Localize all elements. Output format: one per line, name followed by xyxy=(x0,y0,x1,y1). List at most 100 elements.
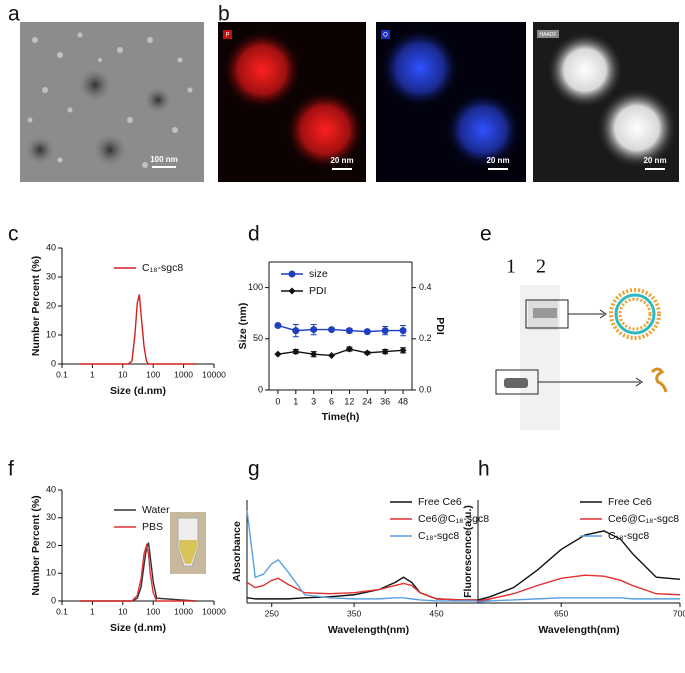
y2-tick-label: 0.0 xyxy=(419,384,432,394)
legend-label: Free Ce6 xyxy=(608,496,652,508)
y-axis-label: Size (nm) xyxy=(237,303,249,350)
y-tick-label: 50 xyxy=(253,333,263,343)
y-tick-label: 20 xyxy=(46,540,56,550)
legend-label: PDI xyxy=(309,285,327,297)
y-tick-label: 40 xyxy=(46,242,56,252)
micrograph-haadf: HAADF 20 nm xyxy=(533,22,679,182)
marker xyxy=(345,327,353,335)
lane-label: 1 xyxy=(506,256,516,278)
scale-bar-label: 100 nm xyxy=(150,155,178,164)
marker xyxy=(381,348,389,356)
series-line xyxy=(477,597,680,603)
x-tick-label: 24 xyxy=(362,396,372,406)
marker xyxy=(345,345,353,353)
x-tick-label: 100 xyxy=(146,369,160,379)
legend-label: Ce6@C₁₈-sgc8 xyxy=(418,513,489,525)
legend-label: C₁₈-sgc8 xyxy=(142,262,183,274)
y-tick-label: 30 xyxy=(46,271,56,281)
x-tick-label: 0 xyxy=(275,396,280,406)
x-axis-label: Wavelength(nm) xyxy=(538,624,619,636)
x-tick-label: 700 xyxy=(673,608,685,618)
x-tick-label: 250 xyxy=(265,608,279,618)
marker xyxy=(363,349,371,357)
y2-tick-label: 0.4 xyxy=(419,282,432,292)
x-axis-label: Time(h) xyxy=(322,411,360,423)
x-tick-label: 0.1 xyxy=(56,606,68,616)
x-tick-label: 1000 xyxy=(174,606,193,616)
panel-label: c xyxy=(8,223,19,246)
legend-label: Free Ce6 xyxy=(418,496,462,508)
x-tick-label: 450 xyxy=(429,608,443,618)
legend-label: Water xyxy=(142,504,170,516)
legend-label: C₁₈-sgc8 xyxy=(418,530,459,542)
micrograph-a: 100 nm xyxy=(20,22,204,182)
legend-label: PBS xyxy=(142,521,163,533)
x-tick-label: 1 xyxy=(90,606,95,616)
y-tick-label: 0 xyxy=(51,358,56,368)
panel-label: e xyxy=(480,223,492,246)
panel-label: g xyxy=(248,458,260,481)
panel-label: a xyxy=(8,3,20,26)
y2-tick-label: 0.2 xyxy=(419,333,432,343)
gel: 1 2 xyxy=(495,256,668,430)
x-tick-label: 6 xyxy=(329,396,334,406)
y-tick-label: 30 xyxy=(46,512,56,522)
marker xyxy=(328,326,336,334)
x-tick-label: 10 xyxy=(118,369,128,379)
y-tick-label: 100 xyxy=(248,282,263,292)
marker xyxy=(363,328,371,336)
micrograph-o: O 20 nm xyxy=(376,22,526,182)
y-axis-label: Absorbance xyxy=(231,521,243,582)
x-axis-label: Wavelength(nm) xyxy=(328,624,409,636)
x-tick-label: 1 xyxy=(90,369,95,379)
micrograph-p: P 20 nm xyxy=(218,22,366,182)
x-tick-label: 350 xyxy=(347,608,361,618)
x-tick-label: 48 xyxy=(398,396,408,406)
y-axis-label: Fluorescence(a.u.) xyxy=(462,505,474,598)
marker xyxy=(274,350,282,358)
x-tick-label: 650 xyxy=(554,608,568,618)
x-tick-label: 36 xyxy=(380,396,390,406)
panel-label: b xyxy=(218,3,230,26)
y-tick-label: 0 xyxy=(51,595,56,605)
series-line xyxy=(246,577,490,601)
marker xyxy=(399,327,407,335)
legend-marker xyxy=(288,287,296,295)
legend-marker xyxy=(288,270,296,278)
lane-label: 2 xyxy=(536,256,546,278)
marker xyxy=(399,346,407,354)
series-line xyxy=(80,542,196,602)
y-tick-label: 40 xyxy=(46,484,56,494)
map-tag: O xyxy=(383,33,388,39)
x-tick-label: 12 xyxy=(344,396,354,406)
panel-label: d xyxy=(248,223,260,246)
map-tag: P xyxy=(225,33,229,39)
scale-bar-label: 20 nm xyxy=(486,156,509,165)
series-line xyxy=(477,530,681,601)
x-tick-label: 10 xyxy=(118,606,128,616)
x-tick-label: 1000 xyxy=(174,369,193,379)
y-tick-label: 10 xyxy=(46,568,56,578)
x-tick-label: 3 xyxy=(311,396,316,406)
legend-label: C₁₈-sgc8 xyxy=(608,530,649,542)
y-tick-label: 20 xyxy=(46,300,56,310)
x-tick-label: 10000 xyxy=(202,369,226,379)
panel-label: h xyxy=(478,458,490,481)
marker xyxy=(381,327,389,335)
panel-label: f xyxy=(8,458,14,481)
x-tick-label: 1 xyxy=(293,396,298,406)
y-tick-label: 10 xyxy=(46,329,56,339)
legend-label: size xyxy=(309,268,328,280)
marker xyxy=(310,350,318,358)
marker xyxy=(292,327,300,335)
legend-label: Ce6@C₁₈-sgc8 xyxy=(608,513,679,525)
marker xyxy=(328,351,336,359)
y2-axis-label: PDI xyxy=(434,317,446,335)
series-line xyxy=(477,574,681,602)
series-line xyxy=(246,510,490,602)
x-tick-label: 100 xyxy=(146,606,160,616)
marker xyxy=(310,326,318,334)
scale-bar-label: 20 nm xyxy=(643,156,666,165)
series-line xyxy=(80,294,196,365)
